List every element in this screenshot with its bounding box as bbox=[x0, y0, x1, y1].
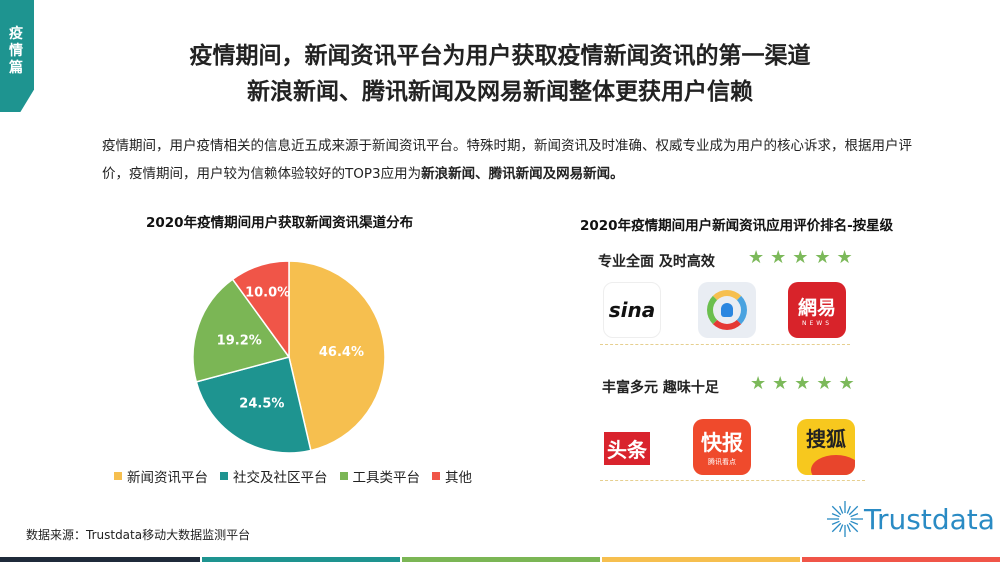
app-text: 網易 bbox=[797, 297, 836, 319]
page-title-line2: 新浪新闻、腾讯新闻及网易新闻整体更获用户信赖 bbox=[247, 79, 753, 105]
legend-label: 工具类平台 bbox=[352, 470, 421, 486]
legend-swatch bbox=[432, 472, 440, 480]
ranking-category-2: 丰富多元 趣味十足 bbox=[602, 380, 719, 396]
app-text: 头条 bbox=[604, 431, 650, 465]
star-rating-icon: ★★★★★ bbox=[750, 373, 861, 394]
app-text: sina bbox=[608, 298, 656, 322]
pie-slice-3 bbox=[231, 260, 290, 360]
tencent-ring-icon bbox=[707, 290, 747, 330]
data-source: 数据来源：Trustdata移动大数据监测平台 bbox=[26, 528, 251, 542]
netease-news-app-icon: 網易 NEWS bbox=[788, 282, 846, 338]
sohu-app-icon: 搜狐 bbox=[797, 419, 855, 475]
brand-text: Trustdata bbox=[864, 502, 995, 536]
bottom-bar-segment bbox=[602, 557, 800, 562]
app-subtext: NEWS bbox=[801, 320, 833, 327]
pie-data-label: 24.5% bbox=[239, 396, 284, 411]
app-subtext: 腾讯看点 bbox=[708, 458, 736, 466]
tencent-news-app-icon bbox=[698, 282, 756, 338]
legend-swatch bbox=[339, 472, 348, 480]
intro-bold: 新浪新闻、腾讯新闻及网易新闻。 bbox=[421, 166, 624, 182]
sina-news-app-icon: sina bbox=[603, 282, 661, 338]
divider bbox=[600, 344, 850, 345]
legend-swatch bbox=[114, 472, 122, 480]
star-rating-icon: ★★★★★ bbox=[748, 247, 859, 268]
chart-title: 2020年疫情期间用户获取新闻资讯渠道分布 bbox=[146, 215, 414, 231]
bottom-bar-segment bbox=[202, 557, 400, 562]
ranking-category-1: 专业全面 及时高效 bbox=[598, 254, 715, 270]
intro-paragraph: 疫情期间，用户疫情相关的信息近五成来源于新闻资讯平台。特殊时期，新闻资讯及时准确… bbox=[102, 132, 932, 188]
sunburst-icon bbox=[827, 501, 863, 537]
bottom-bar-segment bbox=[802, 557, 1000, 562]
pie-data-label: 19.2% bbox=[217, 333, 262, 348]
bottom-bar-segment bbox=[402, 557, 600, 562]
chart-legend: 新闻资讯平台 社交及社区平台 工具类平台 其他 bbox=[114, 466, 472, 486]
ranking-title: 2020年疫情期间用户新闻资讯应用评价排名-按星级 bbox=[580, 218, 894, 234]
legend-label: 其他 bbox=[445, 470, 472, 486]
legend-item: 社交及社区平台 bbox=[220, 466, 328, 486]
intro-text: 疫情期间，用户疫情相关的信息近五成来源于新闻资讯平台。特殊时期，新闻资讯及时准确… bbox=[102, 138, 912, 182]
pie-slice-2 bbox=[192, 278, 291, 383]
pie-chart: 46.4% 24.5% 19.2% 10.0% bbox=[192, 260, 386, 454]
legend-item: 工具类平台 bbox=[339, 466, 421, 486]
pie-data-label: 10.0% bbox=[245, 285, 290, 300]
divider bbox=[600, 480, 865, 481]
pie-slice-1 bbox=[195, 356, 312, 454]
app-text: 快报 bbox=[701, 431, 743, 455]
bottom-bar-segment bbox=[0, 557, 200, 562]
legend-swatch bbox=[220, 472, 228, 480]
legend-item: 其他 bbox=[432, 466, 472, 486]
pie-slice-0 bbox=[288, 260, 386, 452]
legend-label: 社交及社区平台 bbox=[233, 470, 328, 486]
app-text: 搜狐 bbox=[806, 427, 846, 451]
kuaibao-app-icon: 快报 腾讯看点 bbox=[693, 419, 751, 475]
legend-label: 新闻资讯平台 bbox=[127, 470, 208, 486]
legend-item: 新闻资讯平台 bbox=[114, 466, 208, 486]
toutiao-app-icon: 头条 bbox=[598, 420, 656, 476]
section-tag: 疫情篇 bbox=[0, 0, 34, 112]
pie-data-label: 46.4% bbox=[319, 345, 364, 360]
page-title-line1: 疫情期间，新闻资讯平台为用户获取疫情新闻资讯的第一渠道 bbox=[189, 43, 811, 69]
trustdata-logo: Trustdata bbox=[826, 494, 995, 544]
